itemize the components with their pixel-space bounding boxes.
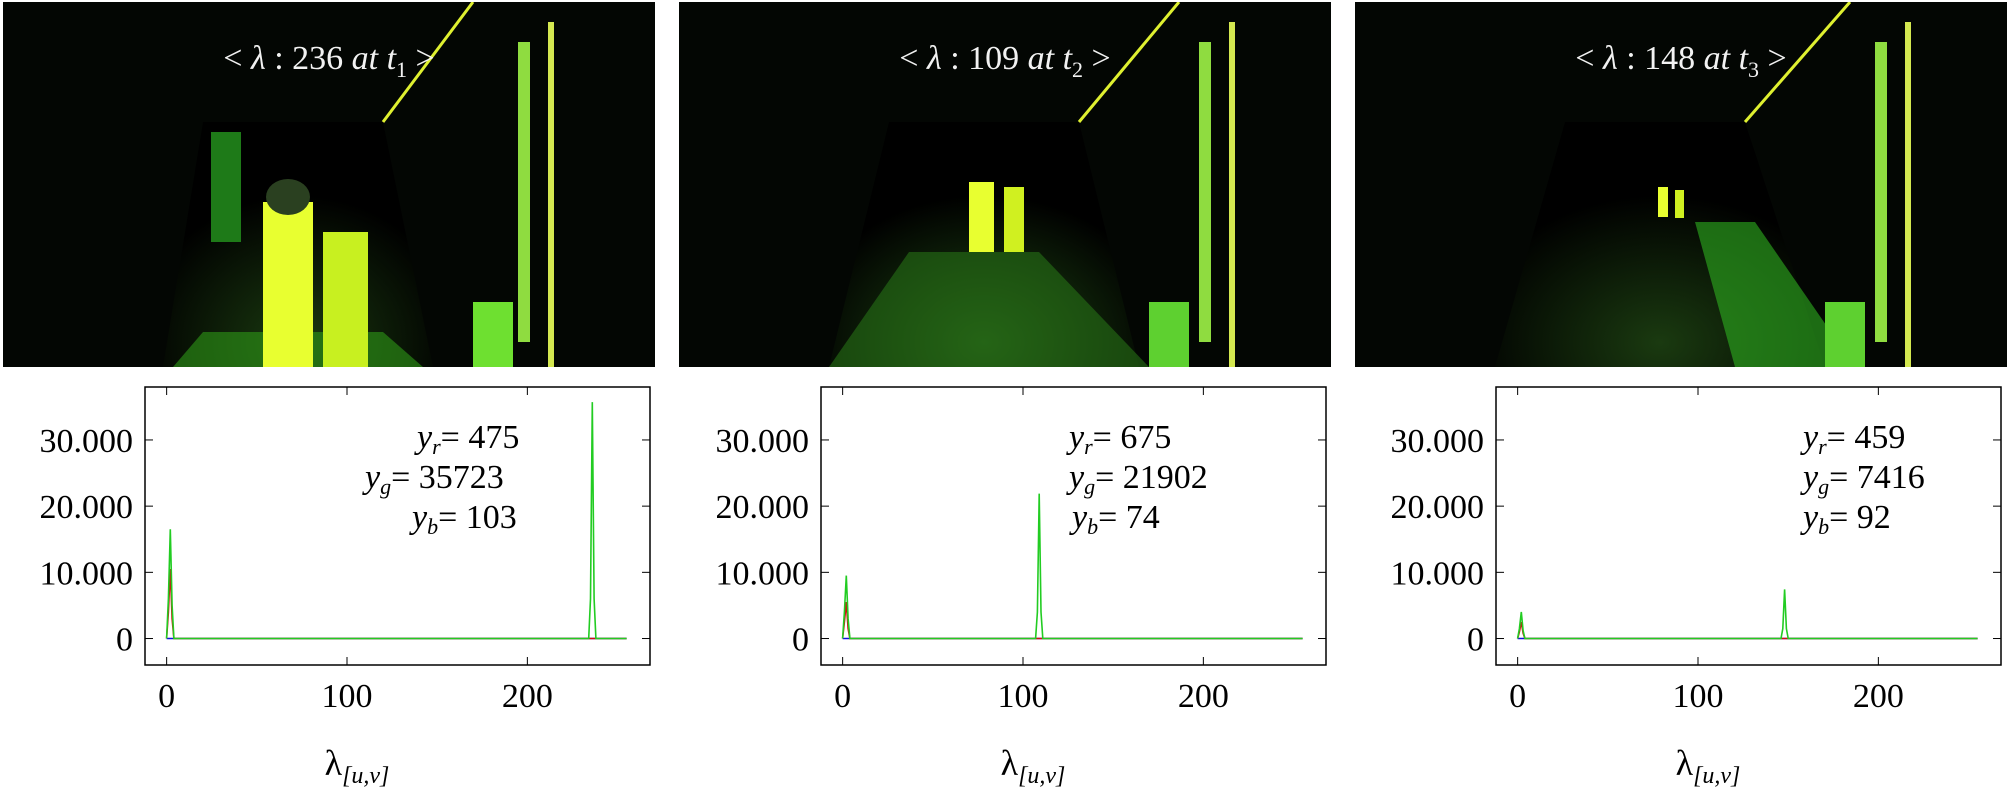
- histogram-svg-3: 0 10.000 20.000 30.000 0 100 200 yr= 459 yg= 7…: [1391, 386, 2002, 789]
- y-tick-label: 30.000: [1391, 423, 1485, 460]
- corridor-image-3: < λ : 148 at t3 >: [1355, 2, 2007, 367]
- plot-frame: [820, 386, 1327, 666]
- plot-frame: [1495, 386, 2002, 666]
- y-tick-label: 20.000: [716, 489, 810, 526]
- x-axis-label-1: λ[u,v]: [325, 743, 390, 787]
- legend-y-b-2: yb= 74: [1069, 499, 1160, 539]
- x-tick-label: 200: [1178, 678, 1229, 715]
- x-axis-label-2: λ[u,v]: [1001, 743, 1066, 787]
- x-tick-label: 100: [322, 678, 373, 715]
- y-tick-label: 0: [1467, 622, 1484, 659]
- legend-y-r-1: yr= 475: [414, 419, 519, 459]
- y-tick-label: 10.000: [716, 555, 810, 592]
- histogram-svg-1: 0 10.000 20.000 30.000 0 100 200 yr= 475 yg= 3…: [40, 386, 651, 789]
- caption-2: < λ : 109 at t2 >: [899, 40, 1111, 82]
- x-tick-label: 100: [1673, 678, 1724, 715]
- caption-1: < λ : 236 at t1 >: [223, 40, 435, 82]
- histogram-chart-2: 0 10.000 20.000 30.000 0 100 200 yr= 675 yg= 2…: [676, 385, 1346, 792]
- corridor-image-1: < λ : 236 at t1 >: [3, 2, 655, 367]
- legend-y-r-3: yr= 459: [1800, 419, 1905, 459]
- series-line-y-g: [1516, 589, 1978, 640]
- series-line-y-r: [841, 602, 1303, 640]
- legend-y-b-3: yb= 92: [1800, 499, 1891, 539]
- histogram-chart-1: 0 10.000 20.000 30.000 0 100 200 yr= 475 yg= 3…: [0, 385, 670, 792]
- series-line-y-g: [165, 402, 627, 640]
- y-tick-label: 0: [792, 622, 809, 659]
- x-tick-label: 200: [502, 678, 553, 715]
- y-tick-label: 20.000: [40, 489, 134, 526]
- y-tick-label: 0: [116, 622, 133, 659]
- legend-y-g-3: yg= 7416: [1800, 459, 1925, 499]
- plot-frame: [144, 386, 651, 666]
- corridor-scene-1: [3, 2, 655, 367]
- corridor-scene-2: [679, 2, 1331, 367]
- caption-3: < λ : 148 at t3 >: [1575, 40, 1787, 82]
- corridor-image-2: < λ : 109 at t2 >: [679, 2, 1331, 367]
- legend-y-g-2: yg= 21902: [1066, 459, 1208, 499]
- series-line-y-g: [841, 493, 1303, 640]
- corridor-scene-3: [1355, 2, 2007, 367]
- legend-y-r-2: yr= 675: [1066, 419, 1171, 459]
- histogram-chart-3: 0 10.000 20.000 30.000 0 100 200 yr= 459 yg= 7…: [1351, 385, 2007, 792]
- legend-y-b-1: yb= 103: [409, 499, 517, 539]
- x-tick-label: 0: [1509, 678, 1526, 715]
- x-tick-label: 0: [158, 678, 175, 715]
- series-line-y-r: [1516, 621, 1978, 640]
- x-axis-label-3: λ[u,v]: [1676, 743, 1741, 787]
- legend-y-g-1: yg= 35723: [362, 459, 504, 499]
- x-tick-label: 100: [998, 678, 1049, 715]
- x-tick-label: 200: [1853, 678, 1904, 715]
- y-tick-label: 30.000: [716, 423, 810, 460]
- y-tick-label: 10.000: [40, 555, 134, 592]
- histogram-svg-2: 0 10.000 20.000 30.000 0 100 200 yr= 675 yg= 2…: [716, 386, 1327, 789]
- y-tick-label: 20.000: [1391, 489, 1485, 526]
- x-tick-label: 0: [834, 678, 851, 715]
- y-tick-label: 30.000: [40, 423, 134, 460]
- series-line-y-r: [165, 568, 627, 640]
- y-tick-label: 10.000: [1391, 555, 1485, 592]
